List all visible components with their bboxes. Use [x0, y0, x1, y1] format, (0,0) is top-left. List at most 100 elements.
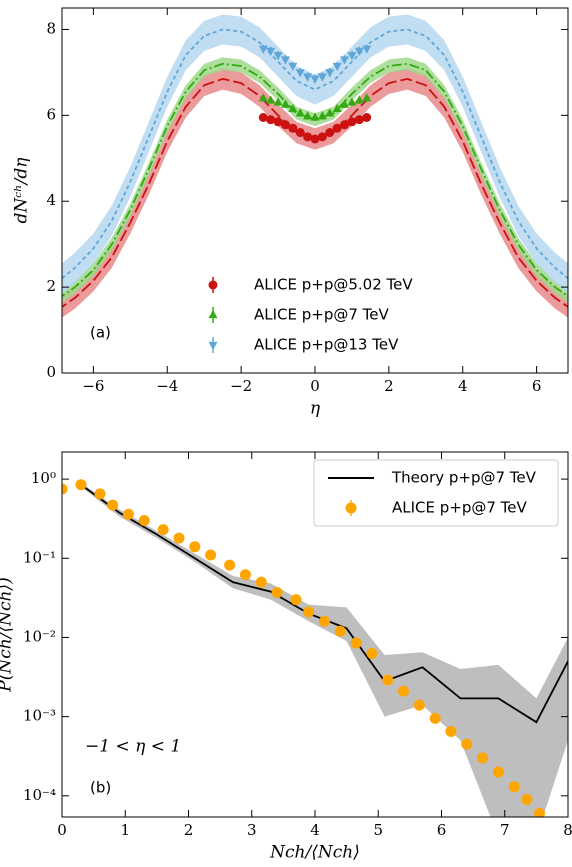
marker	[340, 120, 350, 130]
marker	[521, 793, 533, 805]
line	[62, 62, 568, 298]
marker	[317, 111, 327, 120]
legend-label: ALICE p+p@13 TeV	[254, 336, 399, 354]
marker	[273, 117, 283, 127]
annotation: −1 < η < 1	[85, 737, 181, 757]
x-tick-label: 3	[247, 821, 257, 839]
legend-label: Theory p+p@7 TeV	[391, 469, 537, 487]
legend-frame	[313, 459, 559, 527]
marker	[429, 712, 441, 724]
marker	[157, 524, 169, 536]
y-tick-label: 4	[46, 191, 56, 209]
x-tick-label: 6	[437, 821, 447, 839]
marker	[94, 488, 106, 500]
y-tick-label: 10⁻²	[23, 627, 56, 645]
marker	[317, 132, 327, 142]
marker	[258, 45, 268, 54]
x-tick-label: −4	[156, 377, 178, 395]
x-tick-label: 0	[310, 377, 320, 395]
marker	[266, 115, 276, 125]
y-tick-label: 2	[46, 277, 56, 295]
y-tick-label: 0	[46, 363, 56, 381]
marker	[325, 128, 335, 138]
plot-area	[62, 479, 568, 817]
marker	[295, 128, 305, 138]
marker	[239, 569, 251, 581]
marker	[255, 576, 267, 588]
marker	[347, 97, 357, 106]
marker	[310, 134, 320, 144]
marker	[325, 69, 335, 78]
marker	[445, 725, 457, 737]
panel: 0 1 2 3 4 5 6 7 8 10⁰ 10⁻¹ 10⁻² 10⁻³ 10⁻⁴ Nch/⟨Nch⟩ P(N…	[0, 451, 572, 863]
annotation: (a)	[90, 324, 111, 342]
marker	[258, 93, 268, 102]
y-tick-label: 8	[46, 19, 56, 37]
legend: Theory p+p@7 TeV ALICE p+p@7 TeV	[313, 459, 559, 527]
marker	[138, 515, 150, 527]
x-tick-label: −6	[82, 377, 104, 395]
x-axis-label: η	[310, 399, 321, 419]
marker	[208, 310, 218, 319]
y-tick-label: 6	[46, 105, 56, 123]
marker	[173, 532, 185, 544]
marker	[208, 280, 218, 290]
legend: ALICE p+p@5.02 TeV ALICE p+p@7 TeV ALICE p…	[208, 276, 413, 354]
marker	[362, 45, 372, 54]
y-tick-label: 10⁰	[31, 469, 56, 487]
y-tick-label: 10⁻³	[23, 707, 56, 725]
marker	[271, 586, 283, 598]
marker	[354, 115, 364, 125]
marker	[273, 97, 283, 106]
marker	[492, 766, 504, 778]
annotation: (b)	[90, 779, 111, 797]
marker	[295, 108, 305, 117]
marker	[382, 674, 394, 686]
marker	[62, 483, 68, 495]
marker	[290, 594, 302, 606]
y-tick-label: 10⁻⁴	[23, 786, 56, 804]
marker	[310, 112, 320, 121]
marker	[340, 99, 350, 108]
marker	[288, 62, 298, 71]
error-band	[80, 482, 568, 817]
panel: −6 −4 −2 0 2 4 6 0 2 4 6 8 η dNᶜʰ/dη (a) ALICE p+p@5.02…	[12, 7, 569, 419]
marker	[413, 699, 425, 711]
marker	[508, 781, 520, 793]
marker	[347, 52, 357, 61]
marker	[303, 111, 313, 120]
marker	[295, 69, 305, 78]
marker	[303, 132, 313, 142]
marker	[354, 95, 364, 104]
marker	[477, 752, 489, 764]
marker	[288, 123, 298, 133]
plot-area	[62, 14, 568, 318]
marker	[208, 341, 218, 350]
error-band	[62, 14, 568, 294]
legend-label: ALICE p+p@7 TeV	[254, 306, 390, 324]
marker	[350, 637, 362, 649]
marker	[280, 56, 290, 65]
marker	[332, 103, 342, 113]
marker	[534, 807, 546, 817]
marker	[354, 47, 364, 56]
marker	[366, 647, 378, 659]
legend-label: ALICE p+p@5.02 TeV	[254, 276, 413, 294]
marker	[280, 120, 290, 130]
marker	[205, 549, 217, 561]
marker	[258, 113, 268, 122]
x-tick-label: 4	[458, 377, 468, 395]
x-tick-label: −2	[230, 377, 252, 395]
marker	[288, 103, 298, 113]
x-tick-label: 2	[384, 377, 394, 395]
marker	[325, 108, 335, 117]
marker	[332, 62, 342, 71]
x-tick-label: 7	[500, 821, 510, 839]
marker	[334, 625, 346, 637]
marker	[340, 56, 350, 65]
marker	[318, 615, 330, 627]
marker	[332, 123, 342, 133]
marker	[224, 559, 236, 571]
x-tick-label: 0	[57, 821, 67, 839]
